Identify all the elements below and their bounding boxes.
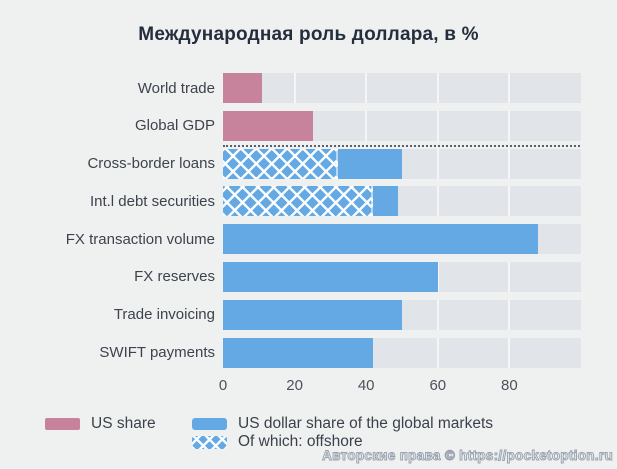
bar-usd_global — [223, 299, 402, 330]
offshore-hatch — [223, 148, 338, 179]
gridline — [508, 148, 511, 179]
chart-row: SWIFT payments — [0, 337, 581, 368]
bar-track — [223, 73, 581, 103]
offshore-swatch-icon — [192, 435, 227, 449]
category-label: World trade — [137, 79, 215, 97]
gridline — [436, 337, 439, 368]
dashed-separator — [223, 145, 580, 147]
x-tick-label: 20 — [286, 377, 303, 394]
chart-row: Int.l debt securities — [0, 186, 581, 217]
x-tick-label: 0 — [218, 377, 228, 394]
chart-row: FX transaction volume — [0, 224, 581, 255]
gridline — [508, 261, 511, 292]
bar-track — [223, 299, 581, 330]
gridline — [508, 299, 511, 330]
usd-global-swatch-icon — [192, 418, 227, 430]
bar-track — [223, 186, 581, 217]
bar-usd_global — [223, 337, 374, 368]
gridline — [436, 148, 439, 179]
offshore-hatch — [223, 186, 374, 217]
bar-track — [223, 224, 581, 255]
category-label: Trade invoicing — [113, 306, 215, 324]
legend-label: US share — [91, 415, 156, 432]
bar-usd_global — [223, 261, 438, 292]
bar-chart: World trade Global GDP Cross-border loans I… — [0, 73, 581, 368]
gridline — [508, 73, 511, 103]
bar-us_share — [223, 73, 263, 103]
bar-usd_global — [223, 224, 539, 255]
page-title: Международная роль доллара, в % — [138, 24, 479, 45]
gridline — [365, 110, 368, 141]
gridline — [436, 299, 439, 330]
category-label: FX transaction volume — [65, 230, 215, 248]
gridline — [508, 186, 511, 217]
x-axis: 0 20 40 60 80 — [219, 377, 581, 397]
us-share-swatch-icon — [45, 418, 80, 430]
bar-usd_global — [223, 148, 402, 179]
legend-item-offshore: Of which: offshore — [192, 433, 363, 451]
x-tick-label: 40 — [357, 377, 375, 394]
x-tick-label: 60 — [429, 377, 447, 394]
gridline — [436, 261, 439, 292]
chart-row: Trade invoicing — [0, 299, 581, 330]
bar-usd_global — [223, 186, 399, 217]
chart-row: World trade — [0, 73, 581, 103]
x-tick-label: 80 — [501, 377, 518, 394]
plot-rows: World trade Global GDP Cross-border loans I… — [0, 73, 581, 368]
legend-label: Of which: offshore — [238, 433, 363, 450]
category-label: Int.l debt securities — [89, 192, 215, 210]
gridline — [436, 186, 439, 217]
gridline — [436, 73, 439, 103]
bar-track — [223, 110, 581, 141]
chart-row: Cross-border loans — [0, 148, 581, 179]
legend-label: US dollar share of the global markets — [238, 415, 494, 432]
category-label: Cross-border loans — [87, 155, 215, 173]
gridline — [436, 110, 439, 141]
gridline — [508, 110, 511, 141]
bar-us_share — [223, 110, 313, 141]
gridline — [365, 73, 368, 103]
gridline — [508, 337, 511, 368]
watermark: Авторские права © https://pocketoption.r… — [322, 448, 613, 464]
category-label: FX reserves — [134, 268, 215, 286]
chart-row: Global GDP — [0, 110, 581, 141]
category-label: SWIFT payments — [99, 344, 215, 362]
chart-row: FX reserves — [0, 261, 581, 292]
bar-track — [223, 337, 581, 368]
bar-track — [223, 261, 581, 292]
category-label: Global GDP — [134, 117, 215, 135]
legend-item-usd-global: US dollar share of the global markets — [192, 415, 493, 433]
legend-item-us-share: US share — [45, 415, 156, 433]
bar-track — [223, 148, 581, 179]
gridline — [293, 73, 296, 103]
